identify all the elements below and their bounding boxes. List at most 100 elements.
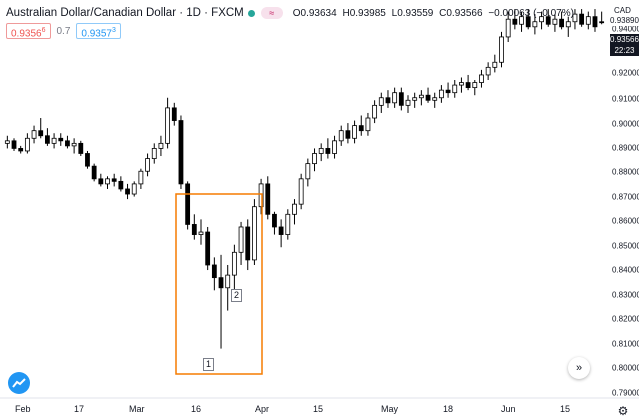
candle[interactable]: [65, 135, 70, 149]
annotation-rectangle[interactable]: [175, 193, 263, 375]
tradingview-logo-icon[interactable]: [8, 372, 30, 394]
candle[interactable]: [345, 123, 351, 144]
candle[interactable]: [105, 176, 110, 189]
candle[interactable]: [499, 31, 504, 68]
candle[interactable]: [225, 264, 231, 311]
candle[interactable]: [532, 14, 538, 35]
candle[interactable]: [292, 199, 297, 225]
candle[interactable]: [218, 254, 224, 349]
annotation-label-2[interactable]: 2: [231, 289, 242, 302]
candle[interactable]: [445, 82, 451, 98]
candle[interactable]: [392, 87, 398, 108]
candle[interactable]: [452, 80, 458, 98]
candle[interactable]: [459, 77, 464, 93]
candle[interactable]: [405, 95, 411, 113]
candle[interactable]: [185, 181, 191, 230]
candle[interactable]: [51, 133, 57, 149]
candle[interactable]: [98, 173, 104, 187]
symbol-title[interactable]: Australian Dollar/Canadian Dollar · 1D ·…: [6, 7, 244, 19]
candle[interactable]: [258, 178, 264, 215]
sell-button[interactable]: 0.93566: [6, 23, 51, 39]
candle[interactable]: [572, 9, 578, 30]
candle[interactable]: [332, 135, 337, 159]
candle[interactable]: [492, 54, 498, 73]
candle[interactable]: [585, 11, 591, 30]
candle[interactable]: [472, 80, 478, 96]
candle[interactable]: [365, 112, 371, 136]
candle[interactable]: [211, 257, 217, 291]
candle[interactable]: [519, 11, 524, 32]
candle[interactable]: [418, 90, 424, 106]
buy-button[interactable]: 0.93573: [76, 23, 121, 39]
candle[interactable]: [298, 173, 304, 210]
candle[interactable]: [512, 9, 518, 30]
candle[interactable]: [305, 158, 311, 187]
candle[interactable]: [38, 118, 44, 139]
candle[interactable]: [71, 138, 77, 154]
candle[interactable]: [24, 133, 30, 154]
candle[interactable]: [565, 16, 571, 37]
candle[interactable]: [398, 87, 404, 111]
candle[interactable]: [238, 221, 244, 265]
candle[interactable]: [438, 85, 444, 103]
candle[interactable]: [131, 181, 137, 197]
candle[interactable]: [545, 9, 551, 27]
candle[interactable]: [525, 9, 531, 30]
candle[interactable]: [31, 125, 37, 144]
candle[interactable]: [559, 11, 564, 30]
candle[interactable]: [552, 14, 558, 32]
candle[interactable]: [272, 211, 277, 235]
candle[interactable]: [158, 135, 164, 157]
candle[interactable]: [198, 219, 204, 245]
annotation-label-1[interactable]: 1: [203, 358, 214, 371]
candle[interactable]: [479, 69, 484, 88]
candle[interactable]: [171, 102, 177, 126]
candle[interactable]: [191, 214, 197, 240]
candle[interactable]: [432, 92, 438, 108]
candle[interactable]: [278, 219, 284, 248]
candle[interactable]: [352, 120, 357, 144]
candle[interactable]: [579, 9, 585, 27]
candle[interactable]: [111, 173, 117, 187]
candle[interactable]: [205, 226, 211, 271]
candle[interactable]: [151, 143, 157, 164]
candle[interactable]: [425, 87, 431, 103]
candle[interactable]: [378, 92, 384, 113]
candle[interactable]: [45, 128, 50, 146]
candle[interactable]: [338, 125, 344, 146]
candle[interactable]: [372, 100, 378, 124]
candle[interactable]: [231, 244, 237, 291]
candle[interactable]: [312, 148, 317, 172]
candle[interactable]: [18, 145, 24, 154]
candle[interactable]: [539, 11, 544, 30]
candle[interactable]: [265, 176, 271, 220]
candle[interactable]: [125, 183, 130, 200]
candle[interactable]: [245, 219, 251, 271]
candle[interactable]: [325, 138, 331, 159]
candle[interactable]: [118, 176, 124, 192]
candle[interactable]: [4, 135, 10, 149]
candle[interactable]: [91, 163, 97, 182]
candle[interactable]: [385, 90, 391, 108]
candle[interactable]: [592, 9, 598, 32]
candle[interactable]: [318, 143, 324, 162]
candle[interactable]: [358, 115, 364, 136]
candle[interactable]: [85, 150, 90, 169]
candle[interactable]: [505, 11, 511, 43]
candle[interactable]: [58, 133, 64, 146]
candle[interactable]: [599, 11, 605, 25]
candle[interactable]: [252, 199, 257, 265]
gear-icon[interactable]: ⚙: [617, 404, 629, 418]
scroll-to-realtime-icon[interactable]: »: [568, 357, 590, 379]
waves-icon[interactable]: ≈: [260, 7, 283, 19]
candle[interactable]: [165, 97, 171, 149]
candle[interactable]: [145, 153, 150, 177]
candle[interactable]: [138, 168, 144, 189]
candle[interactable]: [485, 62, 491, 81]
candle[interactable]: [178, 115, 184, 189]
candle[interactable]: [285, 209, 291, 240]
candle[interactable]: [11, 138, 17, 151]
currency-label[interactable]: CAD: [614, 6, 631, 15]
